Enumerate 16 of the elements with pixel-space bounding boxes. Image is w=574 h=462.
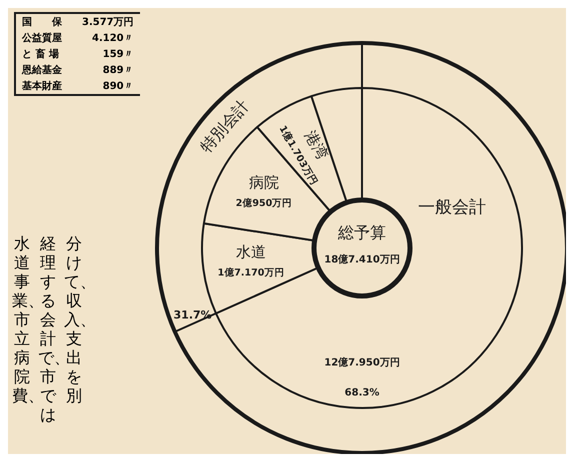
data-label: 68.3% — [344, 388, 380, 399]
text: 2億950万円 — [236, 197, 292, 210]
slice-label: 水道 — [236, 242, 266, 261]
text: 恩給基金 889〃 — [22, 65, 134, 76]
text: 12億7.950万円 — [324, 356, 400, 369]
text: 国 保 3.577万円 — [22, 17, 134, 28]
text: 31.7% — [174, 308, 212, 322]
text: 基本財産 890〃 — [22, 81, 134, 92]
text: 公益質屋 4.120〃 — [22, 33, 134, 44]
text: 18億7.410万円 — [324, 254, 400, 266]
text: 1億7.170万円 — [218, 266, 284, 278]
text: 総予算 — [337, 223, 386, 242]
text: と 畜 場 159〃 — [22, 49, 134, 60]
slice-label: 一般会計 — [418, 197, 486, 218]
slice-label: 病院 — [249, 174, 280, 192]
text: 特別会計 — [196, 96, 253, 156]
